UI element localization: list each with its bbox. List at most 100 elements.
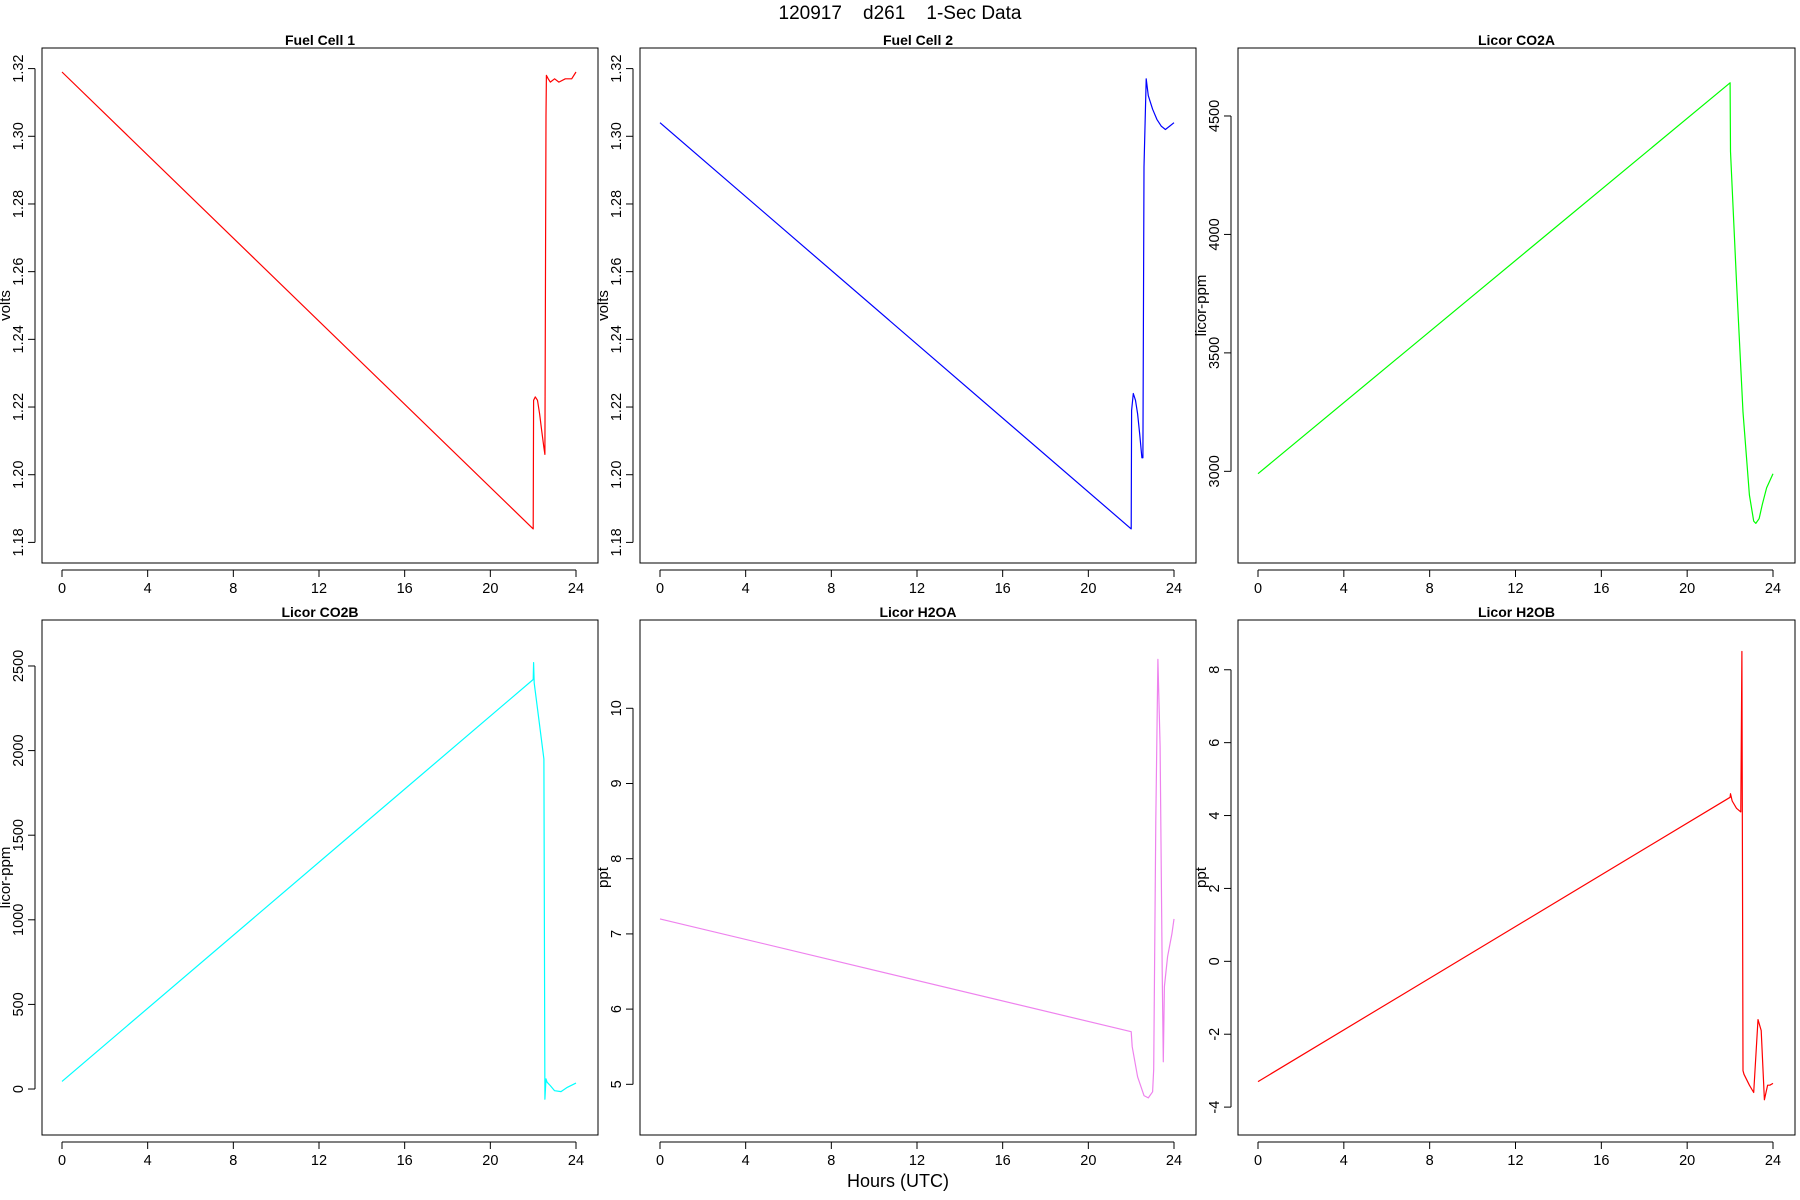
y-tick-label: 1.30 <box>11 122 27 150</box>
x-tick-label: 4 <box>1340 581 1348 597</box>
x-tick-label: 0 <box>656 1153 664 1169</box>
x-tick-label: 8 <box>1426 581 1434 597</box>
series-line <box>1257 82 1774 525</box>
panel-frame <box>1237 619 1796 1136</box>
y-tick-label: 1000 <box>11 904 27 936</box>
x-tick-label: 20 <box>1679 1153 1695 1169</box>
x-tick-label: 20 <box>1080 581 1096 597</box>
x-tick-label: 16 <box>397 581 413 597</box>
y-tick-label: 0 <box>1207 957 1223 965</box>
x-tick-label: 8 <box>229 1153 237 1169</box>
x-tick-label: 20 <box>482 1153 498 1169</box>
y-tick-label: 1.32 <box>11 54 27 82</box>
y-tick-label: 1.24 <box>11 325 27 353</box>
y-tick-label: 8 <box>1207 666 1223 674</box>
x-tick-label: 16 <box>1593 581 1609 597</box>
x-tick-label: 4 <box>144 1153 152 1169</box>
x-tick-label: 12 <box>1507 581 1523 597</box>
y-tick-label: 3500 <box>1207 337 1223 369</box>
x-tick-label: 24 <box>1166 1153 1182 1169</box>
y-axis-label: licor-ppm <box>1193 275 1210 337</box>
x-tick-label: 12 <box>1507 1153 1523 1169</box>
figure-xlabel: Hours (UTC) <box>847 1171 949 1191</box>
y-tick-label: 1.24 <box>609 325 625 353</box>
x-tick-label: 8 <box>827 1153 835 1169</box>
y-tick-label: 1.18 <box>609 528 625 556</box>
panel-title: Licor H2OA <box>879 604 956 620</box>
y-tick-label: 1500 <box>11 819 27 851</box>
panel-frame <box>1237 47 1796 564</box>
x-tick-label: 24 <box>568 1153 584 1169</box>
y-tick-label: 9 <box>609 779 625 787</box>
x-tick-label: 24 <box>1765 1153 1781 1169</box>
x-tick-label: 0 <box>656 581 664 597</box>
x-tick-label: 4 <box>742 1153 750 1169</box>
y-tick-label: 6 <box>609 1005 625 1013</box>
series-line <box>1257 650 1774 1101</box>
y-tick-label: 10 <box>609 700 625 716</box>
y-tick-label: 2000 <box>11 734 27 766</box>
panel-frame <box>41 47 599 564</box>
y-tick-label: 1.18 <box>11 528 27 556</box>
x-tick-label: 4 <box>144 581 152 597</box>
y-tick-label: 1.32 <box>609 54 625 82</box>
panel-frame <box>639 619 1197 1136</box>
x-tick-label: 0 <box>58 581 66 597</box>
x-tick-label: 4 <box>1340 1153 1348 1169</box>
y-tick-label: 1.22 <box>11 393 27 421</box>
panel-title: Licor CO2A <box>1478 32 1555 48</box>
y-tick-label: 4500 <box>1207 100 1223 132</box>
y-tick-label: 1.20 <box>609 461 625 489</box>
y-tick-label: 7 <box>609 930 625 938</box>
y-tick-label: -4 <box>1207 1101 1223 1114</box>
x-tick-label: 20 <box>1679 581 1695 597</box>
panel-title: Licor H2OB <box>1478 604 1555 620</box>
x-tick-label: 16 <box>995 581 1011 597</box>
panel-frame <box>41 619 599 1136</box>
x-tick-label: 20 <box>482 581 498 597</box>
x-tick-label: 16 <box>397 1153 413 1169</box>
y-axis-label: ppt <box>1193 866 1210 888</box>
x-tick-label: 8 <box>1426 1153 1434 1169</box>
y-tick-label: 1.20 <box>11 461 27 489</box>
panel-3: Licor CO2A licor-ppm 0 4 8 12 16 20 24 3000 3500 40… <box>1193 32 1796 597</box>
x-tick-label: 16 <box>995 1153 1011 1169</box>
series-line <box>61 661 577 1100</box>
x-tick-label: 0 <box>1254 581 1262 597</box>
y-tick-label: 2500 <box>11 650 27 682</box>
y-tick-label: 1.28 <box>11 190 27 218</box>
x-tick-label: 24 <box>568 581 584 597</box>
y-tick-label: 4000 <box>1207 218 1223 250</box>
y-tick-label: 500 <box>11 992 27 1016</box>
x-tick-label: 16 <box>1593 1153 1609 1169</box>
x-tick-label: 12 <box>909 1153 925 1169</box>
series-line <box>659 78 1175 530</box>
x-tick-label: 12 <box>311 581 327 597</box>
x-tick-label: 4 <box>742 581 750 597</box>
panel-4: Licor CO2B licor-ppm 0 4 8 12 16 20 24 0 500 1000 15… <box>0 604 599 1169</box>
x-tick-label: 20 <box>1080 1153 1096 1169</box>
y-tick-label: 1.22 <box>609 393 625 421</box>
panel-1: Fuel Cell 1 volts 0 4 8 12 16 20 24 1.18 1.20 1.22 1… <box>0 32 599 597</box>
panel-frame <box>639 47 1197 564</box>
x-tick-label: 8 <box>229 581 237 597</box>
y-axis-label: licor-ppm <box>0 847 14 909</box>
y-tick-label: 3000 <box>1207 455 1223 487</box>
x-tick-label: 12 <box>909 581 925 597</box>
y-tick-label: 0 <box>11 1085 27 1093</box>
y-tick-label: -2 <box>1207 1028 1223 1041</box>
y-tick-label: 1.30 <box>609 122 625 150</box>
figure-title: 120917 d261 1-Sec Data <box>779 3 1022 24</box>
x-tick-label: 12 <box>311 1153 327 1169</box>
panel-2: Fuel Cell 2 volts 0 4 8 12 16 20 24 1.18 1.20 1.22 1… <box>595 32 1197 597</box>
y-axis-label: volts <box>0 290 14 321</box>
x-tick-label: 0 <box>58 1153 66 1169</box>
y-tick-label: 5 <box>609 1080 625 1088</box>
x-tick-label: 24 <box>1166 581 1182 597</box>
panel-title: Licor CO2B <box>281 604 358 620</box>
y-tick-label: 6 <box>1207 739 1223 747</box>
